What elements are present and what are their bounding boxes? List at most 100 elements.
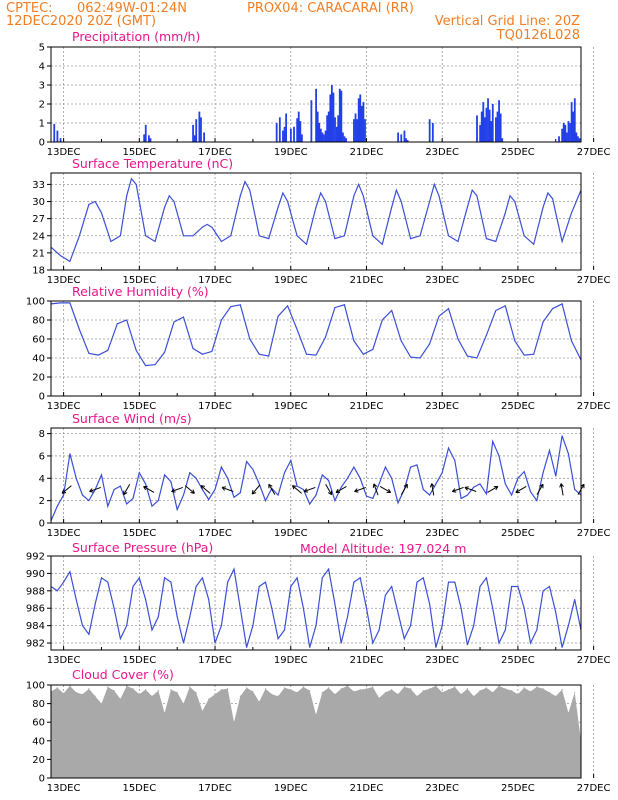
cloud-point <box>473 695 475 697</box>
cloud-point <box>132 688 134 690</box>
wind-arrow <box>89 486 101 493</box>
precip-bar <box>354 113 357 142</box>
pres-point <box>100 577 102 579</box>
wind-arrow <box>400 483 408 495</box>
wind-point <box>63 494 65 496</box>
precip-bar <box>496 111 499 142</box>
cloud-point <box>157 689 159 692</box>
cloud-point <box>163 712 166 714</box>
pres-point <box>309 646 311 648</box>
temp-title: Surface Temperature (nC) <box>72 156 233 171</box>
cloud-point <box>138 693 140 695</box>
rh-point <box>164 351 166 353</box>
precip-bar <box>573 98 576 142</box>
cloud-point <box>435 685 437 687</box>
temp-point <box>164 206 166 208</box>
wind-title: Surface Wind (m/s) <box>72 411 192 426</box>
pres-ytick-label: 984 <box>26 621 45 632</box>
cloud-point <box>460 693 462 695</box>
cloud-point <box>403 686 405 688</box>
pres-point <box>530 642 532 644</box>
rh-point <box>239 304 241 306</box>
rh-point <box>78 329 80 330</box>
wind-ytick-label: 6 <box>39 451 45 462</box>
pres-point <box>164 577 166 579</box>
wind-arrow <box>325 484 333 496</box>
pres-point <box>416 581 418 583</box>
wind-point <box>265 500 267 502</box>
precip-bar <box>193 135 196 142</box>
wind-point <box>454 459 456 461</box>
precip-bar <box>59 138 62 142</box>
cloud-point <box>561 689 563 691</box>
precip-bar <box>293 126 295 142</box>
wind-point <box>189 472 191 474</box>
pres-point <box>258 585 260 587</box>
cloud-point <box>428 688 431 690</box>
pres-point <box>252 625 254 627</box>
precip-bar <box>499 113 502 142</box>
pres-point <box>567 625 569 627</box>
cloud-point <box>504 688 506 690</box>
wind-point <box>126 503 128 505</box>
precip-bar <box>200 117 202 142</box>
temp-point <box>358 183 360 185</box>
precip-bar <box>147 135 150 142</box>
cloud-point <box>182 703 185 705</box>
cloud-point <box>252 690 254 693</box>
pres-point <box>492 607 494 609</box>
temp-point <box>433 183 435 185</box>
wind-point <box>214 488 216 490</box>
pres-point <box>170 581 172 583</box>
pres-xtick-label: 19DEC <box>274 655 308 666</box>
rh-xtick-label: 13DEC <box>47 401 81 412</box>
cloud-point <box>479 689 481 692</box>
wind-point <box>233 496 235 498</box>
temp-point <box>88 203 90 205</box>
wind-point <box>504 483 506 485</box>
pres-point <box>372 642 374 644</box>
pres-point <box>233 568 235 570</box>
wind-point <box>530 491 532 493</box>
cloud-xtick-label: 19DEC <box>274 783 308 794</box>
cloud-point <box>81 693 84 695</box>
temp-xtick-label: 27DEC <box>577 275 611 286</box>
precip-bar <box>342 132 344 142</box>
wind-xtick-label: 21DEC <box>350 528 384 539</box>
temp-point <box>429 201 431 203</box>
wind-point <box>460 497 462 499</box>
wind-point <box>473 486 475 488</box>
precip-bar <box>487 98 489 142</box>
precip-bar <box>495 117 497 142</box>
wind-point <box>347 477 349 479</box>
wind-xtick-label: 15DEC <box>122 528 156 539</box>
temp-ytick-label: 21 <box>32 248 45 259</box>
cloud-point <box>151 695 153 697</box>
temp-point <box>168 195 170 197</box>
cloud-point <box>391 689 393 691</box>
cloud-point <box>201 710 204 712</box>
cloud-point <box>208 698 210 700</box>
wind-arrow <box>487 485 499 493</box>
temp-xtick-label: 15DEC <box>122 275 156 286</box>
temp-panel: Surface Temperature (nC) 18 21 24 27 30 33 13DE… <box>32 156 610 286</box>
rh-frame <box>50 300 582 397</box>
precip-bar <box>356 119 359 142</box>
cloud-point <box>195 691 197 694</box>
precip-bar <box>275 123 278 142</box>
pres-point <box>138 577 140 579</box>
precip-bar <box>319 128 322 142</box>
header-datetime: 12DEC2020 20Z (GMT) <box>6 14 156 29</box>
pres-point <box>315 625 317 627</box>
temp-point <box>220 240 222 242</box>
wind-point <box>561 435 563 437</box>
pres-point <box>466 644 468 646</box>
temp-xtick-label: 21DEC <box>350 275 384 286</box>
cloud-point <box>233 721 235 723</box>
precip-bar <box>310 100 313 142</box>
rh-point <box>334 307 336 309</box>
wind-point <box>365 495 367 497</box>
temp-point <box>419 235 421 237</box>
wind-point <box>296 485 298 487</box>
pres-point <box>302 607 304 609</box>
